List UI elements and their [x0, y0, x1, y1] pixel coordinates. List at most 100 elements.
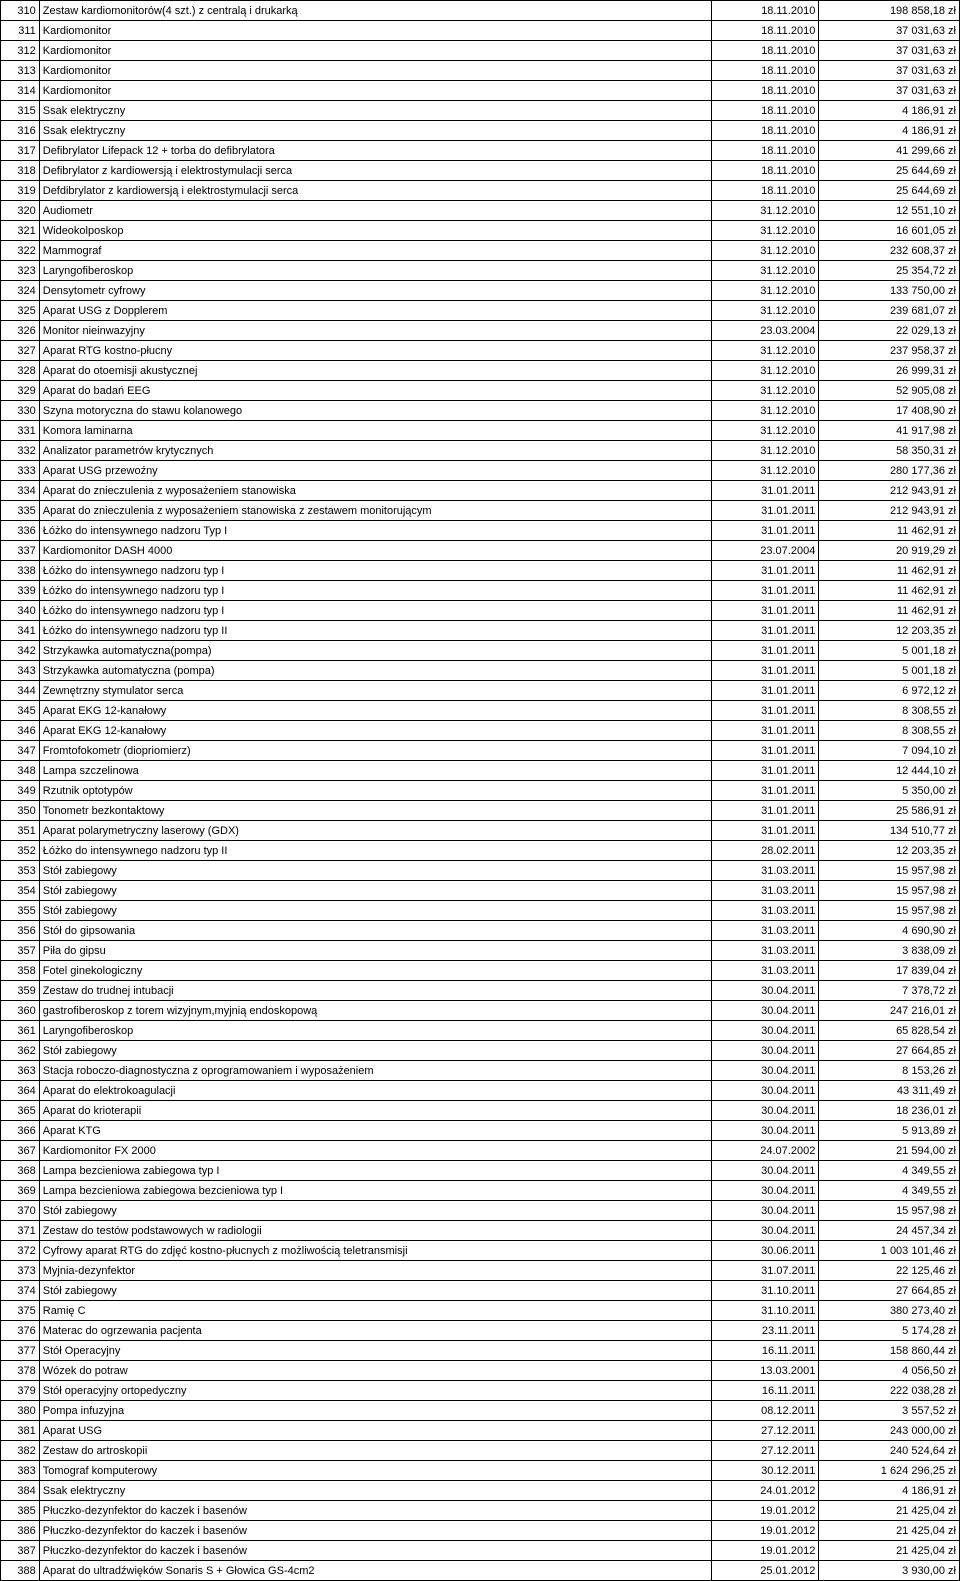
- row-name: Lampa szczelinowa: [39, 761, 711, 781]
- row-name: Densytometr cyfrowy: [39, 281, 711, 301]
- row-date: 31.12.2010: [711, 381, 818, 401]
- row-number: 360: [1, 1001, 40, 1021]
- table-body: 310Zestaw kardiomonitorów(4 szt.) z cent…: [1, 1, 960, 1581]
- row-date: 23.03.2004: [711, 321, 818, 341]
- row-name: Defibrylator z kardiowersją i elektrosty…: [39, 161, 711, 181]
- row-name: Aparat do znieczulenia z wyposażeniem st…: [39, 501, 711, 521]
- row-number: 387: [1, 1541, 40, 1561]
- table-row: 343Strzykawka automatyczna (pompa)31.01.…: [1, 661, 960, 681]
- row-value: 15 957,98 zł: [819, 861, 960, 881]
- table-row: 364Aparat do elektrokoagulacji30.04.2011…: [1, 1081, 960, 1101]
- row-value: 22 029,13 zł: [819, 321, 960, 341]
- row-value: 7 378,72 zł: [819, 981, 960, 1001]
- row-date: 18.11.2010: [711, 61, 818, 81]
- table-row: 325Aparat USG z Dopplerem31.12.2010239 6…: [1, 301, 960, 321]
- row-date: 19.01.2012: [711, 1521, 818, 1541]
- row-date: 31.01.2011: [711, 741, 818, 761]
- table-row: 366Aparat KTG30.04.20115 913,89 zł: [1, 1121, 960, 1141]
- table-row: 356Stół do gipsowania31.03.20114 690,90 …: [1, 921, 960, 941]
- row-value: 232 608,37 zł: [819, 241, 960, 261]
- table-row: 388Aparat do ultradźwięków Sonaris S + G…: [1, 1561, 960, 1581]
- row-number: 384: [1, 1481, 40, 1501]
- row-date: 30.04.2011: [711, 1061, 818, 1081]
- row-name: Ssak elektryczny: [39, 101, 711, 121]
- row-number: 386: [1, 1521, 40, 1541]
- row-date: 31.12.2010: [711, 401, 818, 421]
- row-value: 4 056,50 zł: [819, 1361, 960, 1381]
- row-date: 31.03.2011: [711, 881, 818, 901]
- row-value: 18 236,01 zł: [819, 1101, 960, 1121]
- row-date: 31.12.2010: [711, 201, 818, 221]
- row-date: 30.06.2011: [711, 1241, 818, 1261]
- row-date: 31.12.2010: [711, 441, 818, 461]
- row-name: Stół zabiegowy: [39, 1281, 711, 1301]
- row-date: 18.11.2010: [711, 141, 818, 161]
- row-date: 18.11.2010: [711, 101, 818, 121]
- row-value: 1 003 101,46 zł: [819, 1241, 960, 1261]
- row-date: 31.01.2011: [711, 761, 818, 781]
- row-number: 322: [1, 241, 40, 261]
- table-row: 358Fotel ginekologiczny31.03.201117 839,…: [1, 961, 960, 981]
- row-date: 31.01.2011: [711, 521, 818, 541]
- row-number: 366: [1, 1121, 40, 1141]
- row-number: 369: [1, 1181, 40, 1201]
- table-row: 312Kardiomonitor18.11.201037 031,63 zł: [1, 41, 960, 61]
- table-row: 338Łóżko do intensywnego nadzoru typ I31…: [1, 561, 960, 581]
- row-name: Aparat do elektrokoagulacji: [39, 1081, 711, 1101]
- row-value: 24 457,34 zł: [819, 1221, 960, 1241]
- row-number: 357: [1, 941, 40, 961]
- row-value: 212 943,91 zł: [819, 501, 960, 521]
- row-date: 31.01.2011: [711, 821, 818, 841]
- row-value: 16 601,05 zł: [819, 221, 960, 241]
- row-date: 31.07.2011: [711, 1261, 818, 1281]
- row-value: 6 972,12 zł: [819, 681, 960, 701]
- row-number: 346: [1, 721, 40, 741]
- table-row: 381Aparat USG27.12.2011243 000,00 zł: [1, 1421, 960, 1441]
- row-date: 31.01.2011: [711, 681, 818, 701]
- row-name: Tomograf komputerowy: [39, 1461, 711, 1481]
- row-value: 12 444,10 zł: [819, 761, 960, 781]
- row-name: Kardiomonitor FX 2000: [39, 1141, 711, 1161]
- row-value: 15 957,98 zł: [819, 881, 960, 901]
- row-date: 08.12.2011: [711, 1401, 818, 1421]
- table-row: 319Defdibrylator z kardiowersją i elektr…: [1, 181, 960, 201]
- table-row: 317Defibrylator Lifepack 12 + torba do d…: [1, 141, 960, 161]
- row-number: 382: [1, 1441, 40, 1461]
- row-value: 58 350,31 zł: [819, 441, 960, 461]
- row-date: 18.11.2010: [711, 1, 818, 21]
- row-name: Aparat EKG 12-kanałowy: [39, 721, 711, 741]
- row-date: 31.01.2011: [711, 501, 818, 521]
- row-value: 52 905,08 zł: [819, 381, 960, 401]
- row-number: 388: [1, 1561, 40, 1581]
- row-value: 4 186,91 zł: [819, 1481, 960, 1501]
- row-number: 324: [1, 281, 40, 301]
- row-number: 331: [1, 421, 40, 441]
- row-value: 240 524,64 zł: [819, 1441, 960, 1461]
- row-date: 31.01.2011: [711, 641, 818, 661]
- row-date: 27.12.2011: [711, 1441, 818, 1461]
- table-row: 349Rzutnik optotypów31.01.20115 350,00 z…: [1, 781, 960, 801]
- row-number: 333: [1, 461, 40, 481]
- table-row: 369Lampa bezcieniowa zabiegowa bezcienio…: [1, 1181, 960, 1201]
- row-number: 377: [1, 1341, 40, 1361]
- table-row: 367Kardiomonitor FX 200024.07.200221 594…: [1, 1141, 960, 1161]
- row-value: 11 462,91 zł: [819, 581, 960, 601]
- table-row: 334Aparat do znieczulenia z wyposażeniem…: [1, 481, 960, 501]
- row-value: 380 273,40 zł: [819, 1301, 960, 1321]
- row-name: Aparat USG: [39, 1421, 711, 1441]
- row-date: 31.01.2011: [711, 721, 818, 741]
- row-value: 37 031,63 zł: [819, 21, 960, 41]
- row-value: 22 125,46 zł: [819, 1261, 960, 1281]
- table-row: 341Łóżko do intensywnego nadzoru typ II3…: [1, 621, 960, 641]
- row-number: 350: [1, 801, 40, 821]
- row-value: 12 203,35 zł: [819, 841, 960, 861]
- row-name: Aparat do znieczulenia z wyposażeniem st…: [39, 481, 711, 501]
- row-number: 317: [1, 141, 40, 161]
- row-number: 353: [1, 861, 40, 881]
- row-name: Fotel ginekologiczny: [39, 961, 711, 981]
- row-name: Płuczko-dezynfektor do kaczek i basenów: [39, 1521, 711, 1541]
- row-date: 30.04.2011: [711, 1021, 818, 1041]
- row-name: Stół zabiegowy: [39, 1201, 711, 1221]
- row-name: Aparat RTG kostno-płucny: [39, 341, 711, 361]
- row-name: Audiometr: [39, 201, 711, 221]
